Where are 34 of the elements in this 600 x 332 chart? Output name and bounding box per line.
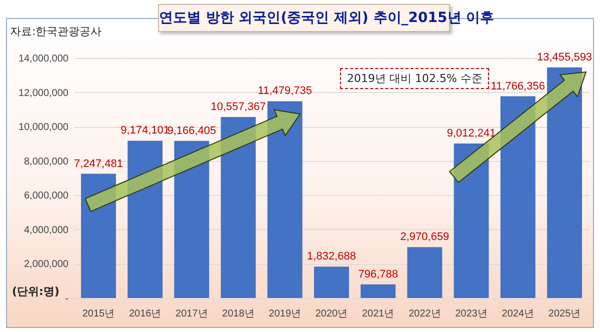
annotation: 2019년 대비 102.5% 수준 [340, 68, 490, 89]
x-tick-label: 2018년 [222, 308, 254, 320]
x-tick-label: 2021년 [362, 308, 394, 320]
x-tick-label: 2015년 [82, 308, 115, 320]
y-tick-label: 6,000,000 [24, 190, 69, 202]
x-tick-label: 2025년 [548, 308, 581, 320]
data-label: 11,479,735 [258, 85, 312, 98]
data-label: 796,788 [358, 268, 398, 280]
y-tick-label: 12,000,000 [18, 88, 69, 99]
data-label: 9,012,241 [446, 128, 496, 140]
chart-title: 연도별 방한 외국인(중국인 제외) 추이_2015년 이후 [158, 9, 494, 28]
y-tick-label: 2,000,000 [24, 259, 69, 270]
data-label: 9,174,101 [120, 124, 170, 137]
text: 자료:한국관광공사 [10, 24, 102, 39]
y-tick-label: 10,000,000 [18, 122, 69, 134]
data-label: 1,832,688 [307, 250, 356, 263]
x-tick-label: 2022년 [408, 308, 441, 320]
y-tick-label: - [65, 294, 68, 304]
x-tick-label: 2020년 [315, 308, 348, 320]
data-label: 11,766,356 [490, 80, 546, 92]
x-tick-label: 2024년 [502, 308, 534, 320]
y-tick-label: 8,000,000 [24, 156, 69, 168]
y-tick-label: 14,000,000 [18, 54, 69, 64]
x-tick-label: 2019년 [268, 308, 302, 320]
x-tick-label: 2023년 [455, 308, 488, 320]
x-tick-label: 2016년 [128, 308, 162, 320]
data-label: 7,247,481 [74, 158, 123, 170]
data-label: 9,166,405 [167, 124, 216, 137]
y-tick-label: 4,000,000 [24, 224, 69, 236]
text: (단위:명) [12, 284, 60, 299]
data-label: 13,455,593 [537, 51, 592, 64]
x-tick-label: 2017년 [176, 308, 208, 320]
data-label: 2,970,659 [400, 231, 450, 244]
data-label: 10,557,367 [210, 101, 266, 114]
